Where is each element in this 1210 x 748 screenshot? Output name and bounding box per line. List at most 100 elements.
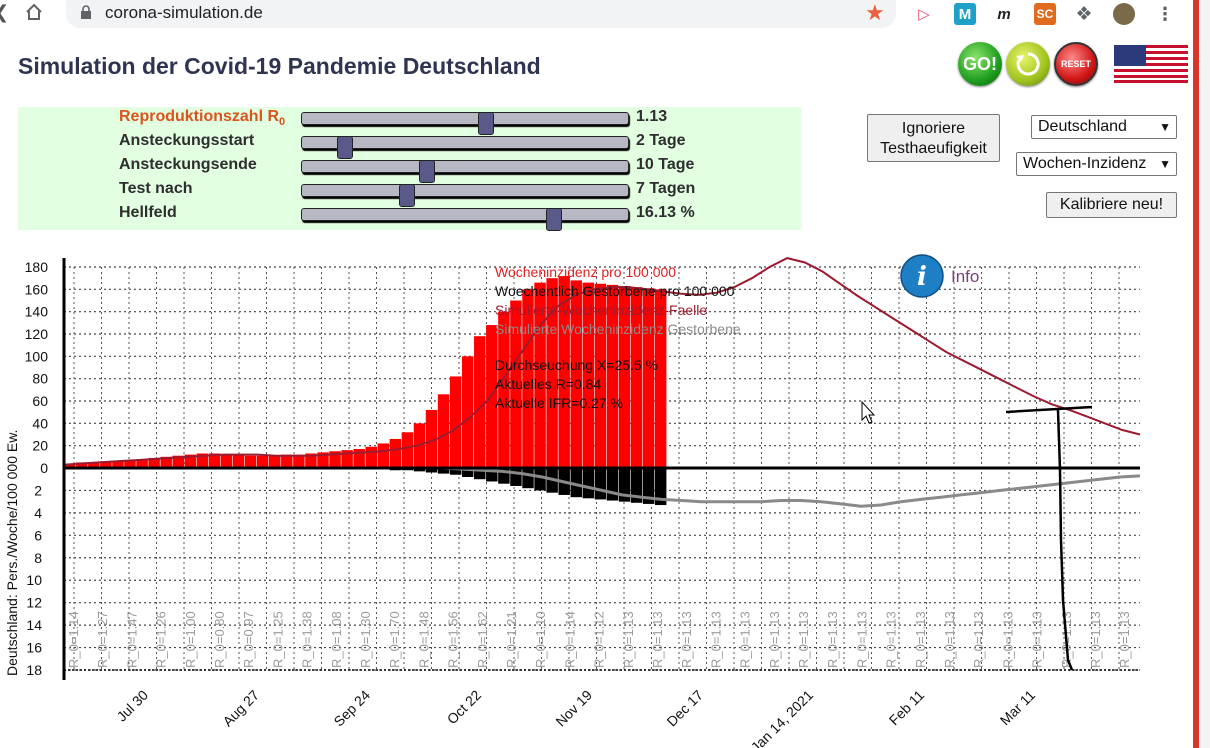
- r0-label: R_0=1.13: [971, 611, 986, 668]
- cases-bar: [256, 455, 269, 468]
- restart-button[interactable]: [1006, 42, 1050, 86]
- r0-label: R_0=1.13: [708, 611, 723, 668]
- mouse-cursor-icon: [861, 400, 876, 424]
- chart-legend: Wocheninzidenz pro 100 000 Woechentlich G…: [495, 264, 741, 411]
- metric-select[interactable]: Wochen-Inzidenz ▼: [1016, 152, 1177, 176]
- extension-m-italic-icon[interactable]: m: [997, 5, 1011, 23]
- legend-entry: Simulierte-Wocheninzidenz-Faelle: [495, 302, 707, 318]
- extension-sc-icon[interactable]: SC: [1034, 3, 1056, 25]
- cases-bar: [208, 453, 221, 468]
- deaths-bar: [630, 468, 643, 503]
- cases-bar: [160, 456, 172, 468]
- covid-chart: 180 160 140 120 100 80 60 40 20 0 2 4 6 8 10 12 14 16 18 De…: [4, 254, 1141, 748]
- cases-bar: [196, 453, 209, 468]
- r0-label: R_0=1.13: [884, 611, 899, 668]
- x-tick-label: Nov 19: [552, 687, 595, 730]
- slider-value: 2 Tage: [636, 132, 686, 149]
- end-slider[interactable]: [301, 160, 629, 183]
- deaths-bar: [486, 468, 498, 482]
- cases-bar: [570, 280, 582, 468]
- cases-bar: [353, 449, 365, 468]
- slider-thumb[interactable]: [337, 136, 354, 159]
- deaths-bar: [534, 468, 546, 491]
- weekly-cases-bars: [64, 275, 667, 468]
- button-line: Testhaeufigkeit: [880, 140, 987, 157]
- us-flag-icon[interactable]: [1114, 45, 1188, 83]
- x-tick-label: Jan 14, 2021: [748, 687, 817, 748]
- legend-entry: Simulierte Wocheninzidenz Gestorbene: [495, 321, 741, 337]
- deaths-bar: [606, 468, 619, 501]
- r0-label: R_0=1.13: [1030, 611, 1045, 668]
- deaths-bar: [618, 468, 631, 502]
- r0-label: R_0=1.13: [738, 611, 753, 668]
- cases-bar: [172, 455, 184, 468]
- cases-bar: [425, 409, 438, 468]
- country-select[interactable]: Deutschland ▼: [1031, 115, 1177, 139]
- slider-thumb[interactable]: [477, 112, 494, 135]
- y-tick-label: 18: [26, 662, 42, 678]
- reset-label: RESET: [1060, 59, 1091, 69]
- home-icon[interactable]: [24, 2, 44, 22]
- r0-label: R_0=1.12: [592, 611, 607, 668]
- info-icon[interactable]: [900, 254, 944, 298]
- back-icon[interactable]: ❮: [0, 2, 9, 23]
- cases-bar: [461, 356, 474, 468]
- y-tick-label: 40: [32, 415, 48, 431]
- deaths-bar: [582, 468, 595, 499]
- r0-label: R_0=1.70: [387, 611, 402, 668]
- slider-row-test: Test nach 7 Tagen: [18, 180, 801, 207]
- cases-bar: [220, 454, 233, 468]
- y-tick-label: 60: [32, 393, 48, 409]
- cases-bar: [293, 454, 305, 468]
- recalibrate-button[interactable]: Kalibriere neu!: [1046, 192, 1177, 218]
- slider-thumb[interactable]: [546, 208, 563, 231]
- r0-label: R_0=1.13: [767, 611, 782, 668]
- cases-bar: [534, 282, 546, 468]
- slider-row-hellfeld: Hellfeld 16.13 %: [18, 204, 801, 231]
- address-bar[interactable]: corona-simulation.de: [66, 0, 896, 28]
- x-tick-label: Sep 24: [330, 687, 373, 730]
- deaths-bar: [522, 468, 534, 489]
- hellfeld-slider[interactable]: [301, 208, 629, 231]
- info-button[interactable]: i Info: [900, 254, 979, 298]
- test-slider[interactable]: [301, 184, 629, 207]
- y-axis-label: Deutschland: Pers./Woche/100 000 Ew.: [4, 430, 20, 676]
- extension-arrow-icon[interactable]: ▷: [918, 6, 930, 23]
- chevron-down-icon: ▼: [1159, 120, 1171, 134]
- cases-bar: [654, 289, 667, 468]
- slider-label: Test nach: [119, 180, 193, 197]
- r0-slider[interactable]: [301, 112, 629, 135]
- cases-bar: [232, 454, 245, 468]
- r0-label: R_0=1.14: [66, 611, 81, 668]
- cases-bar: [486, 325, 498, 468]
- bookmark-star-icon[interactable]: ★: [865, 0, 885, 25]
- country-select-value: Deutschland: [1038, 118, 1127, 135]
- slider-value: 7 Tagen: [636, 180, 696, 197]
- slider-thumb[interactable]: [399, 184, 416, 207]
- hand-drawn-annotation: [1005, 405, 1093, 671]
- y-tick-label: 8: [34, 550, 42, 566]
- ignore-testfrequency-button[interactable]: Ignoriere Testhaeufigkeit: [867, 114, 1000, 162]
- reset-button[interactable]: RESET: [1054, 42, 1098, 86]
- deaths-bar: [654, 468, 667, 506]
- cases-bar: [88, 462, 100, 468]
- extensions-puzzle-icon[interactable]: ❖: [1075, 3, 1093, 25]
- deaths-bar: [474, 468, 486, 480]
- page-title: Simulation der Covid-19 Pandemie Deutsch…: [18, 53, 541, 79]
- chevron-down-icon: ▼: [1159, 157, 1171, 171]
- info-icon-glyph: i: [917, 262, 927, 292]
- x-tick-label: Mar 11: [997, 687, 1039, 729]
- info-label[interactable]: Info: [951, 267, 979, 286]
- slider-thumb[interactable]: [418, 160, 435, 183]
- y-tick-label: 80: [32, 371, 48, 387]
- r0-label: R_0=1.13: [854, 611, 869, 668]
- go-button[interactable]: GO!: [958, 42, 1002, 86]
- profile-avatar[interactable]: [1113, 3, 1135, 25]
- start-slider[interactable]: [301, 136, 629, 159]
- slider-label: Ansteckungsende: [119, 156, 257, 173]
- url-text: corona-simulation.de: [105, 3, 263, 22]
- slider-value: 10 Tage: [636, 156, 695, 173]
- cases-bar: [76, 462, 88, 468]
- browser-menu-icon[interactable]: ⋮: [1156, 3, 1174, 24]
- extension-m-icon[interactable]: M: [954, 3, 976, 25]
